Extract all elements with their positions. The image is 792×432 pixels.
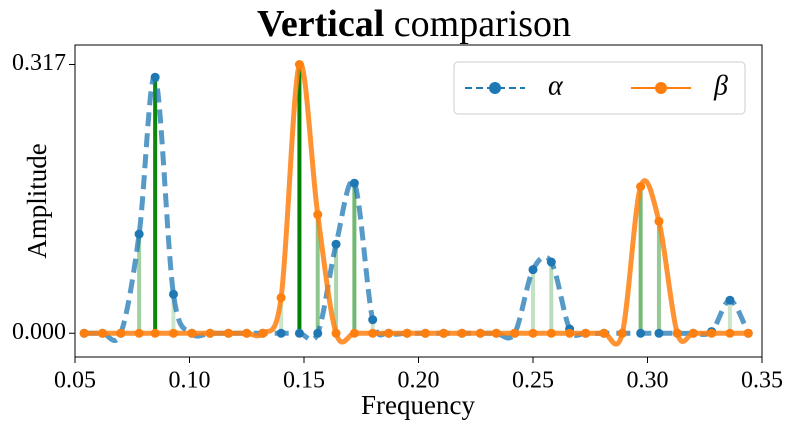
series-marker <box>276 293 286 303</box>
series-marker <box>654 328 664 338</box>
series-marker <box>617 328 627 338</box>
x-tick-label: 0.10 <box>169 368 211 394</box>
series-marker <box>439 328 449 338</box>
series-marker <box>402 328 412 338</box>
series-marker <box>528 265 538 275</box>
plot-area <box>79 60 753 347</box>
series-marker <box>294 328 304 338</box>
series-marker <box>688 328 698 338</box>
x-tick-label: 0.25 <box>512 368 554 394</box>
series-marker <box>116 328 126 338</box>
series-marker <box>349 328 359 338</box>
series-marker <box>134 229 144 239</box>
y-tick-label: 0.000 <box>12 319 66 345</box>
series-marker <box>725 328 735 338</box>
series-marker <box>97 328 107 338</box>
series-marker <box>313 210 323 220</box>
series-marker <box>258 328 268 338</box>
series-marker <box>331 239 341 249</box>
y-axis-label: Amplitude <box>22 143 52 259</box>
series-marker <box>725 295 735 305</box>
series-marker <box>79 328 89 338</box>
series-marker <box>349 178 359 188</box>
series-marker <box>168 289 178 299</box>
legend-box <box>453 61 746 115</box>
series-marker <box>134 328 144 338</box>
series-marker <box>546 257 556 267</box>
series-marker <box>150 328 160 338</box>
series-marker <box>599 328 609 338</box>
series-marker <box>581 328 591 338</box>
series-marker <box>294 60 304 69</box>
series-marker <box>384 328 394 338</box>
series-marker <box>242 328 252 338</box>
x-axis-label: Frequency <box>361 390 475 420</box>
series-marker <box>168 328 178 338</box>
series-marker <box>743 328 753 338</box>
series-marker <box>546 328 556 338</box>
series-marker <box>672 328 682 338</box>
series-marker <box>276 328 286 338</box>
series-line <box>84 74 751 344</box>
series-marker <box>636 328 646 338</box>
series-marker <box>368 315 378 325</box>
series-marker <box>510 328 520 338</box>
legend-marker <box>489 82 501 94</box>
x-tick-label: 0.20 <box>398 368 440 394</box>
series-marker <box>187 328 197 338</box>
series-marker <box>491 328 501 338</box>
x-tick-label: 0.15 <box>283 368 325 394</box>
series-marker <box>223 328 233 338</box>
x-tick-label: 0.35 <box>741 368 783 394</box>
series-marker <box>707 328 717 338</box>
series-marker <box>654 216 664 226</box>
series-marker <box>565 328 575 338</box>
series-marker <box>636 182 646 192</box>
legend-label: β <box>713 70 728 101</box>
title-text: comparison <box>394 3 571 45</box>
x-tick-label: 0.30 <box>627 368 669 394</box>
series-marker <box>205 328 215 338</box>
chart-title: Vertical comparison <box>257 3 571 45</box>
y-tick-label: 0.317 <box>12 50 66 76</box>
series-marker <box>150 72 160 82</box>
series-marker <box>420 328 430 338</box>
legend-label: α <box>548 70 564 101</box>
series-marker <box>368 328 378 338</box>
series-marker <box>457 328 467 338</box>
x-tick-label: 0.05 <box>54 368 96 394</box>
series-marker <box>313 328 323 338</box>
series-marker <box>475 328 485 338</box>
plot-frame <box>74 44 763 358</box>
legend-marker <box>655 82 667 94</box>
series-marker <box>331 328 341 338</box>
title-bold: Vertical <box>257 3 384 45</box>
series-marker <box>528 328 538 338</box>
